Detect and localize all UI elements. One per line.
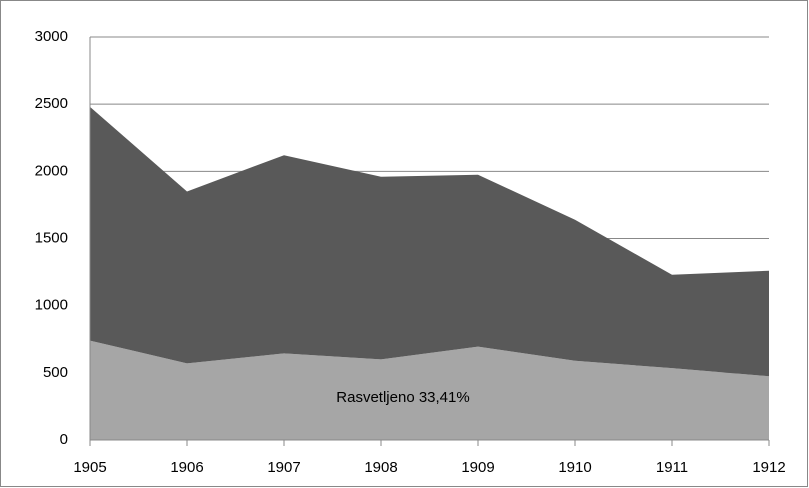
area — [90, 340, 769, 440]
y-tick-label: 500 — [43, 364, 68, 381]
y-tick-label: 2000 — [35, 162, 68, 179]
x-tick-label: 1907 — [267, 459, 300, 476]
x-tick-label: 1911 — [656, 459, 688, 476]
x-tick-label: 1912 — [752, 459, 785, 476]
y-tick-label: 1500 — [35, 229, 68, 246]
x-tick-label: 1909 — [461, 459, 494, 476]
y-tick-label: 0 — [60, 431, 68, 448]
x-tick-label: 1905 — [73, 459, 106, 476]
y-tick-label: 1000 — [35, 297, 68, 314]
y-tick-label: 3000 — [35, 28, 68, 45]
x-tick-label: 1906 — [170, 459, 203, 476]
x-tick-label: 1910 — [558, 459, 591, 476]
area — [90, 106, 769, 377]
y-tick-label: 2500 — [35, 95, 68, 112]
annotation: Rasvetljeno 33,41% — [336, 389, 469, 406]
x-tick-label: 1908 — [364, 459, 397, 476]
